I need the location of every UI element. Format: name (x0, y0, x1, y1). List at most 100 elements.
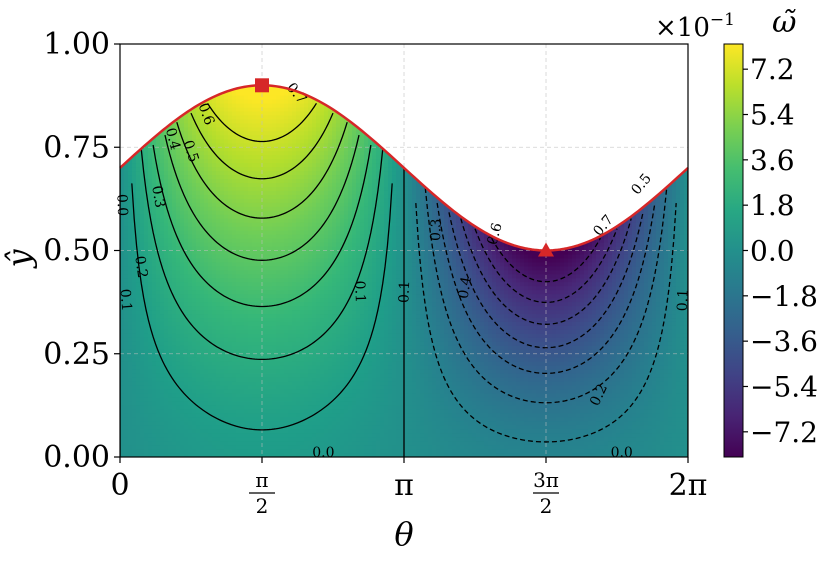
field-cell (284, 107, 289, 113)
field-cell (304, 329, 309, 335)
field-cell (180, 421, 185, 426)
field-cell (296, 266, 301, 271)
field-cell (128, 405, 133, 410)
field-cell (268, 325, 273, 331)
field-cell (268, 357, 273, 363)
field-cell (312, 91, 317, 97)
field-cell (164, 274, 169, 279)
field-cell (308, 433, 313, 438)
field-cell (224, 329, 229, 335)
field-cell (144, 206, 149, 212)
field-cell (244, 218, 249, 224)
field-cell (212, 369, 217, 375)
field-cell (292, 147, 297, 152)
field-cell (148, 194, 153, 200)
field-cell (192, 250, 197, 256)
field-cell (168, 127, 173, 132)
field-cell (252, 373, 257, 379)
field-cell (232, 349, 237, 355)
field-cell (200, 270, 205, 275)
field-cell (136, 345, 141, 351)
field-cell (216, 147, 221, 152)
field-cell (320, 210, 325, 216)
field-cell (216, 381, 221, 387)
field-cell (264, 441, 269, 446)
field-cell (136, 222, 141, 228)
field-cell (124, 357, 129, 363)
field-cell (160, 353, 165, 359)
field-cell (324, 274, 329, 279)
field-cell (220, 349, 225, 355)
field-cell (284, 258, 289, 264)
field-cell (176, 139, 181, 144)
field-cell (320, 397, 325, 402)
field-cell (212, 429, 217, 434)
field-cell (252, 222, 257, 228)
field-cell (240, 306, 245, 311)
field-cell (332, 453, 337, 458)
field-cell (148, 262, 153, 267)
field-cell (252, 258, 257, 264)
field-cell (276, 433, 281, 438)
field-cell (120, 413, 125, 418)
field-cell (236, 266, 241, 271)
field-cell (192, 282, 197, 287)
field-cell (148, 445, 153, 450)
field-cell (264, 274, 269, 279)
field-cell (284, 437, 289, 442)
field-cell (216, 453, 221, 458)
field-cell (224, 198, 229, 204)
field-cell (128, 337, 133, 343)
field-cell (204, 333, 209, 339)
field-cell (132, 147, 137, 152)
field-cell (164, 210, 169, 216)
field-cell (336, 325, 341, 331)
field-cell (124, 230, 129, 236)
field-cell (240, 361, 245, 367)
field-cell (184, 270, 189, 275)
field-cell (284, 167, 289, 172)
field-cell (316, 127, 321, 132)
field-cell (188, 163, 193, 168)
field-cell (160, 155, 165, 160)
field-cell (268, 393, 273, 399)
field-cell (264, 437, 269, 442)
field-cell (124, 361, 129, 367)
field-cell (264, 202, 269, 208)
field-cell (124, 365, 129, 371)
field-cell (164, 238, 169, 244)
field-cell (332, 151, 337, 156)
field-cell (124, 453, 129, 458)
field-cell (144, 318, 149, 323)
field-cell (272, 266, 277, 271)
field-cell (212, 115, 217, 121)
field-cell (180, 401, 185, 406)
field-cell (336, 369, 341, 375)
field-cell (232, 159, 237, 164)
field-cell (248, 321, 253, 327)
field-cell (288, 107, 293, 113)
field-cell (280, 433, 285, 438)
field-cell (180, 294, 185, 299)
field-cell (224, 314, 229, 319)
field-cell (148, 377, 153, 383)
field-cell (284, 401, 289, 406)
field-cell (320, 147, 325, 152)
field-cell (264, 143, 269, 148)
field-cell (212, 278, 217, 283)
field-cell (280, 119, 285, 125)
field-cell (160, 246, 165, 252)
field-cell (216, 179, 221, 184)
field-cell (172, 250, 177, 256)
field-cell (228, 139, 233, 144)
field-cell (232, 202, 237, 208)
field-cell (264, 290, 269, 295)
field-cell (192, 397, 197, 402)
field-cell (272, 306, 277, 311)
field-cell (292, 242, 297, 248)
field-cell (224, 282, 229, 287)
field-cell (220, 385, 225, 391)
field-cell (192, 167, 197, 172)
field-cell (232, 266, 237, 271)
field-cell (176, 310, 181, 315)
